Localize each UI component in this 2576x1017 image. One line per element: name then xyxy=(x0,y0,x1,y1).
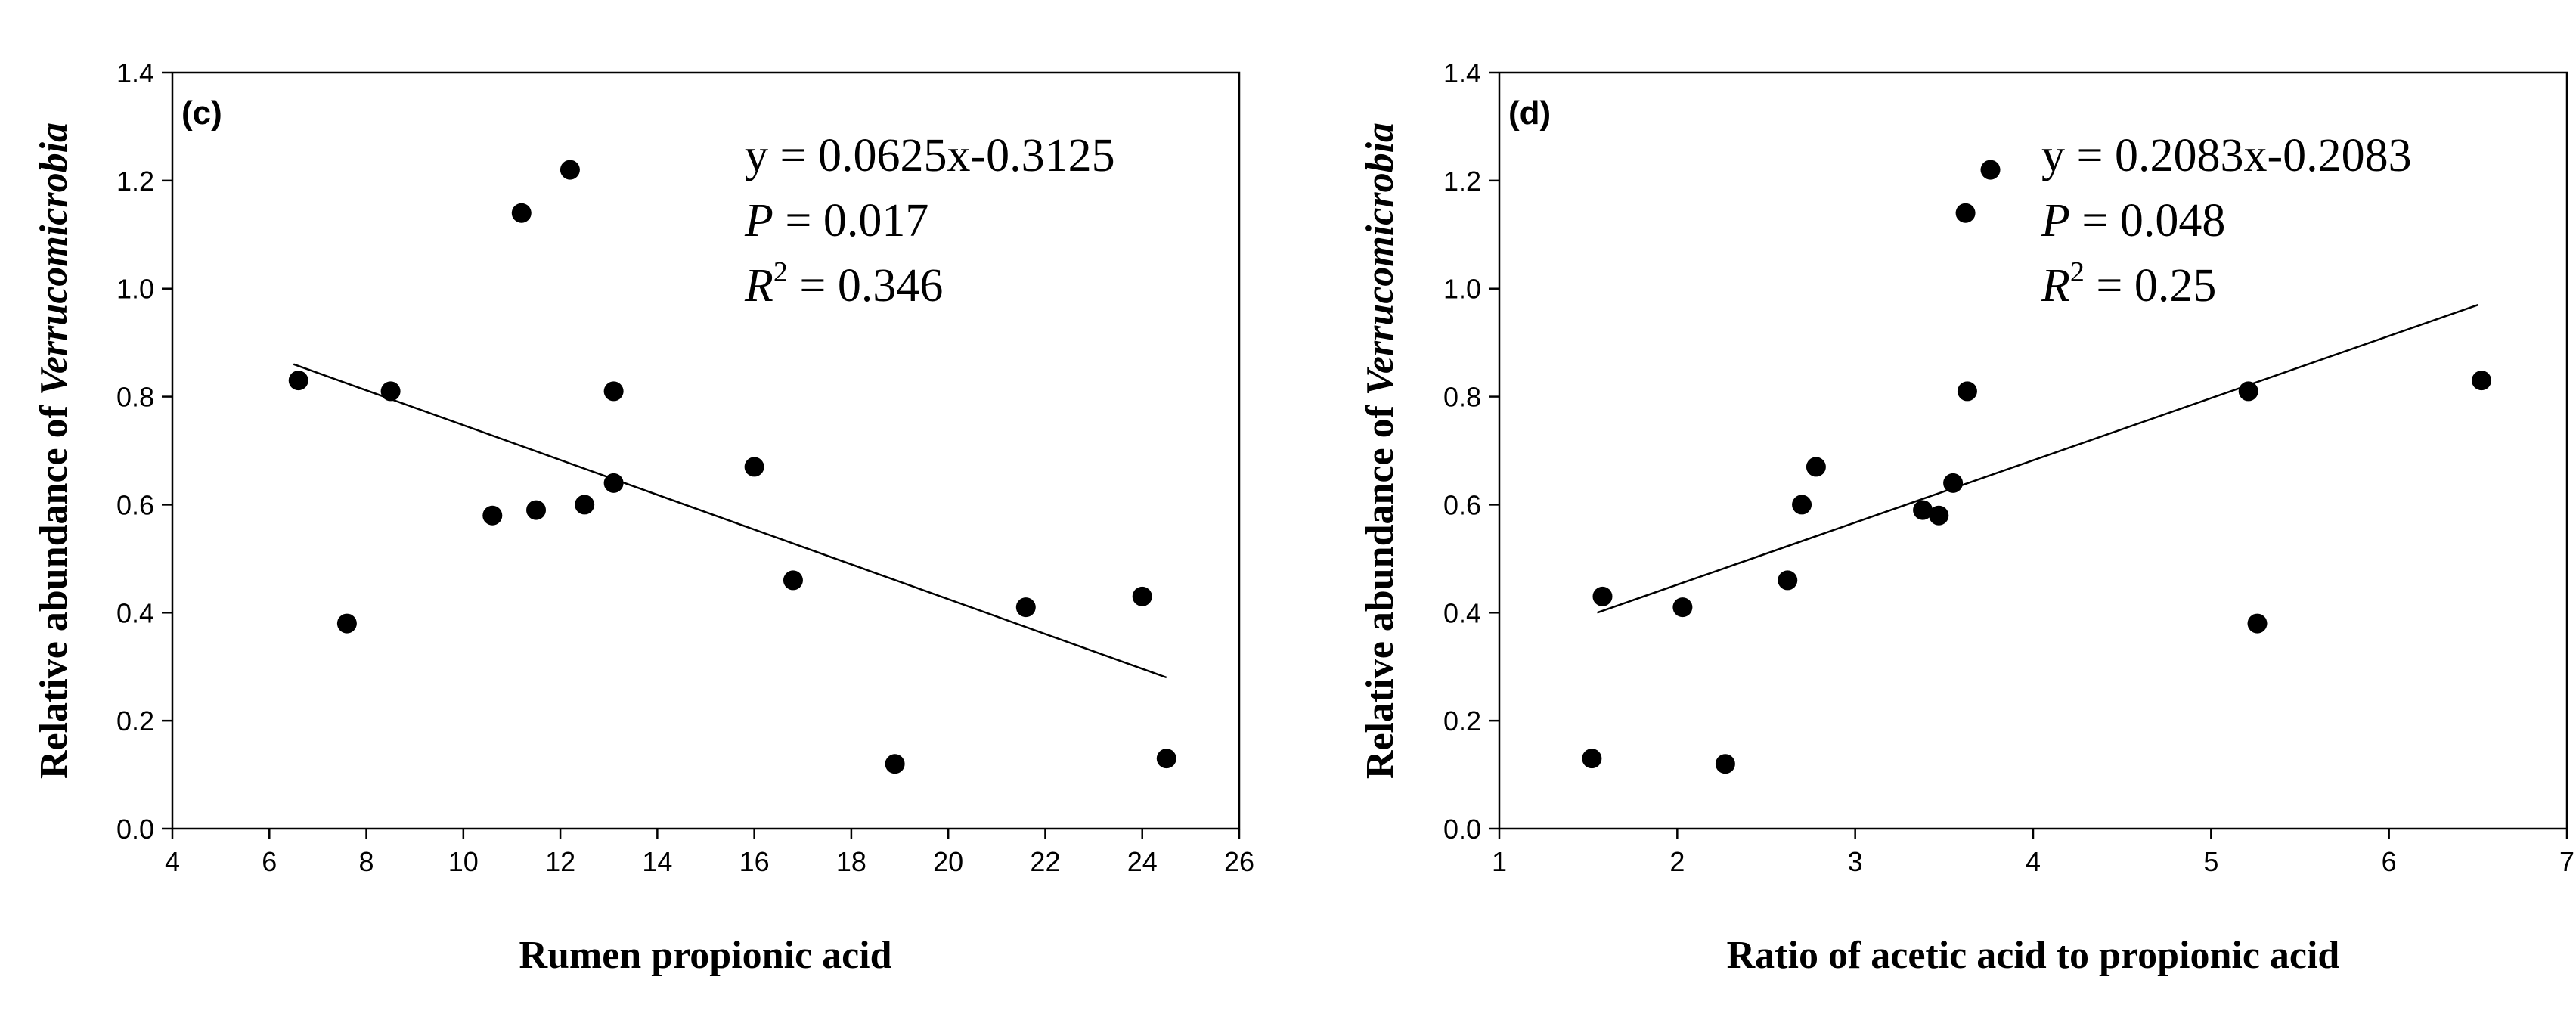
panel-c-r-squared: R2 = 0.346 xyxy=(744,256,943,312)
panel-c-ticks: 4 6 8 10 12 14 16 18 20 22 24 26 0.0 0.2 0.4 0.6 0.8 1.0 1… xyxy=(116,57,1254,877)
panel-c-y-tick-label: 0.4 xyxy=(116,597,154,628)
panel-d-data-point xyxy=(1957,381,1977,402)
panel-d-y-tick-label: 0.2 xyxy=(1443,705,1481,736)
panel-d-equation: y = 0.2083x-0.2083 xyxy=(2041,130,2412,181)
panel-c-plot-frame xyxy=(171,71,1241,830)
panel-d-points xyxy=(1582,160,2492,774)
panel-c-x-tick-label: 14 xyxy=(642,846,672,877)
panel-c-p-value: P = 0.017 xyxy=(744,195,928,246)
panel-c-data-point xyxy=(511,203,532,223)
panel-d-r-squared: R2 = 0.25 xyxy=(2041,256,2216,312)
panel-c-x-axis-title: Rumen propionic acid xyxy=(519,934,891,977)
panel-c-equation: y = 0.0625x-0.3125 xyxy=(745,130,1115,181)
panel-d-x-tick-label: 3 xyxy=(1848,846,1863,877)
panel-d-x-tick-label: 4 xyxy=(2026,846,2041,877)
panel-d-data-point xyxy=(1929,505,1949,526)
panel-c-points xyxy=(288,160,1176,774)
panel-d-data-point xyxy=(1672,597,1693,618)
panel-d-x-tick-label: 6 xyxy=(2382,846,2397,877)
panel-d-y-tick-label: 0.4 xyxy=(1443,597,1481,628)
panel-d-data-point xyxy=(1778,570,1798,591)
panel-d-x-tick-label: 5 xyxy=(2203,846,2218,877)
panel-c-y-tick-label: 1.4 xyxy=(116,57,154,88)
panel-c-data-point xyxy=(560,160,580,180)
panel-c-x-tick-label: 12 xyxy=(545,846,575,877)
panel-c-data-point xyxy=(1132,586,1152,606)
panel-d-data-point xyxy=(1913,500,1933,520)
panel-c-x-tick-label: 20 xyxy=(933,846,963,877)
panel-d-x-tick-label: 7 xyxy=(2559,846,2574,877)
panel-c-y-tick-label: 0.0 xyxy=(116,814,154,845)
panel-d-x-axis-title: Ratio of acetic acid to propionic acid xyxy=(1727,934,2340,977)
panel-d-x-tick-label: 1 xyxy=(1492,846,1507,877)
panel-d-data-point xyxy=(1592,586,1613,606)
panel-d-y-axis-title: Relative abundance of Verrucomicrobia xyxy=(1359,122,1402,779)
panel-d-y-tick-label: 1.4 xyxy=(1443,57,1481,88)
panel-c-data-point xyxy=(1015,597,1036,618)
panel-d: 1 2 3 4 5 6 7 0.0 0.2 0.4 0.6 0.8 1.0 1.2 1.4 (d) y = … xyxy=(1359,57,2574,977)
panel-d-x-tick-label: 2 xyxy=(1669,846,1685,877)
panel-c-data-point xyxy=(1156,749,1176,769)
panel-c-data-point xyxy=(885,754,905,774)
panel-c-regression-line xyxy=(293,363,1167,679)
panel-c-x-tick-label: 8 xyxy=(359,846,374,877)
panel-d-y-tick-label: 1.0 xyxy=(1443,274,1481,305)
panel-c-y-tick-label: 0.6 xyxy=(116,489,154,520)
panel-c-data-point xyxy=(288,371,308,391)
panel-c-fit xyxy=(293,363,1167,679)
panel-d-y-tick-label: 1.2 xyxy=(1443,166,1481,197)
panel-c-x-tick-label: 4 xyxy=(165,846,180,877)
panel-d-y-tick-label: 0.6 xyxy=(1443,489,1481,520)
panel-c-data-point xyxy=(482,505,503,526)
panel-d-data-point xyxy=(2247,613,2268,634)
panel-d-data-point xyxy=(1715,754,1735,774)
panel-c-x-tick-label: 18 xyxy=(836,846,866,877)
panel-c-data-point xyxy=(380,381,401,402)
panel-d-plot-frame xyxy=(1498,71,2568,830)
panel-d-data-point xyxy=(2472,371,2492,391)
panel-c: 4 6 8 10 12 14 16 18 20 22 24 26 0.0 0.2 0.4 0.6 0.8 1.0 1… xyxy=(33,57,1254,977)
panel-c-tag: (c) xyxy=(181,95,222,132)
panel-d-data-point xyxy=(1955,203,1976,223)
panel-c-x-tick-label: 24 xyxy=(1127,846,1158,877)
panel-d-ticks: 1 2 3 4 5 6 7 0.0 0.2 0.4 0.6 0.8 1.0 1.2 1.4 xyxy=(1443,57,2574,877)
panel-c-data-point xyxy=(603,473,624,493)
panel-d-fit xyxy=(1597,303,2478,614)
panel-c-data-point xyxy=(744,457,764,477)
panel-d-regression-line xyxy=(1597,303,2478,614)
panel-c-x-tick-label: 26 xyxy=(1224,846,1254,877)
panel-c-y-axis-title: Relative abundance of Verrucomicrobia xyxy=(33,122,76,779)
panel-d-data-point xyxy=(1806,457,1826,477)
panel-c-y-tick-label: 0.8 xyxy=(116,382,154,413)
panel-c-data-point xyxy=(526,500,547,520)
panel-c-x-tick-label: 22 xyxy=(1030,846,1060,877)
panel-c-data-point xyxy=(783,570,803,591)
panel-c-data-point xyxy=(575,495,595,515)
panel-c-x-tick-label: 16 xyxy=(739,846,770,877)
panel-c-y-tick-label: 1.2 xyxy=(116,166,154,197)
panel-d-tag: (d) xyxy=(1508,95,1551,132)
panel-d-data-point xyxy=(1792,495,1812,515)
panel-d-data-point xyxy=(1980,160,2001,180)
panel-c-x-tick-label: 6 xyxy=(262,846,277,877)
panel-d-y-tick-label: 0.8 xyxy=(1443,382,1481,413)
panel-c-data-point xyxy=(336,613,357,634)
panel-d-p-value: P = 0.048 xyxy=(2041,195,2225,246)
panel-c-y-tick-label: 0.2 xyxy=(116,705,154,736)
panel-d-data-point xyxy=(2238,381,2258,402)
panel-c-data-point xyxy=(603,381,624,402)
panel-d-data-point xyxy=(1943,473,1964,493)
panel-c-x-tick-label: 10 xyxy=(448,846,479,877)
panel-d-data-point xyxy=(1582,749,1602,769)
panel-d-y-tick-label: 0.0 xyxy=(1443,814,1481,845)
panel-c-y-tick-label: 1.0 xyxy=(116,274,154,305)
